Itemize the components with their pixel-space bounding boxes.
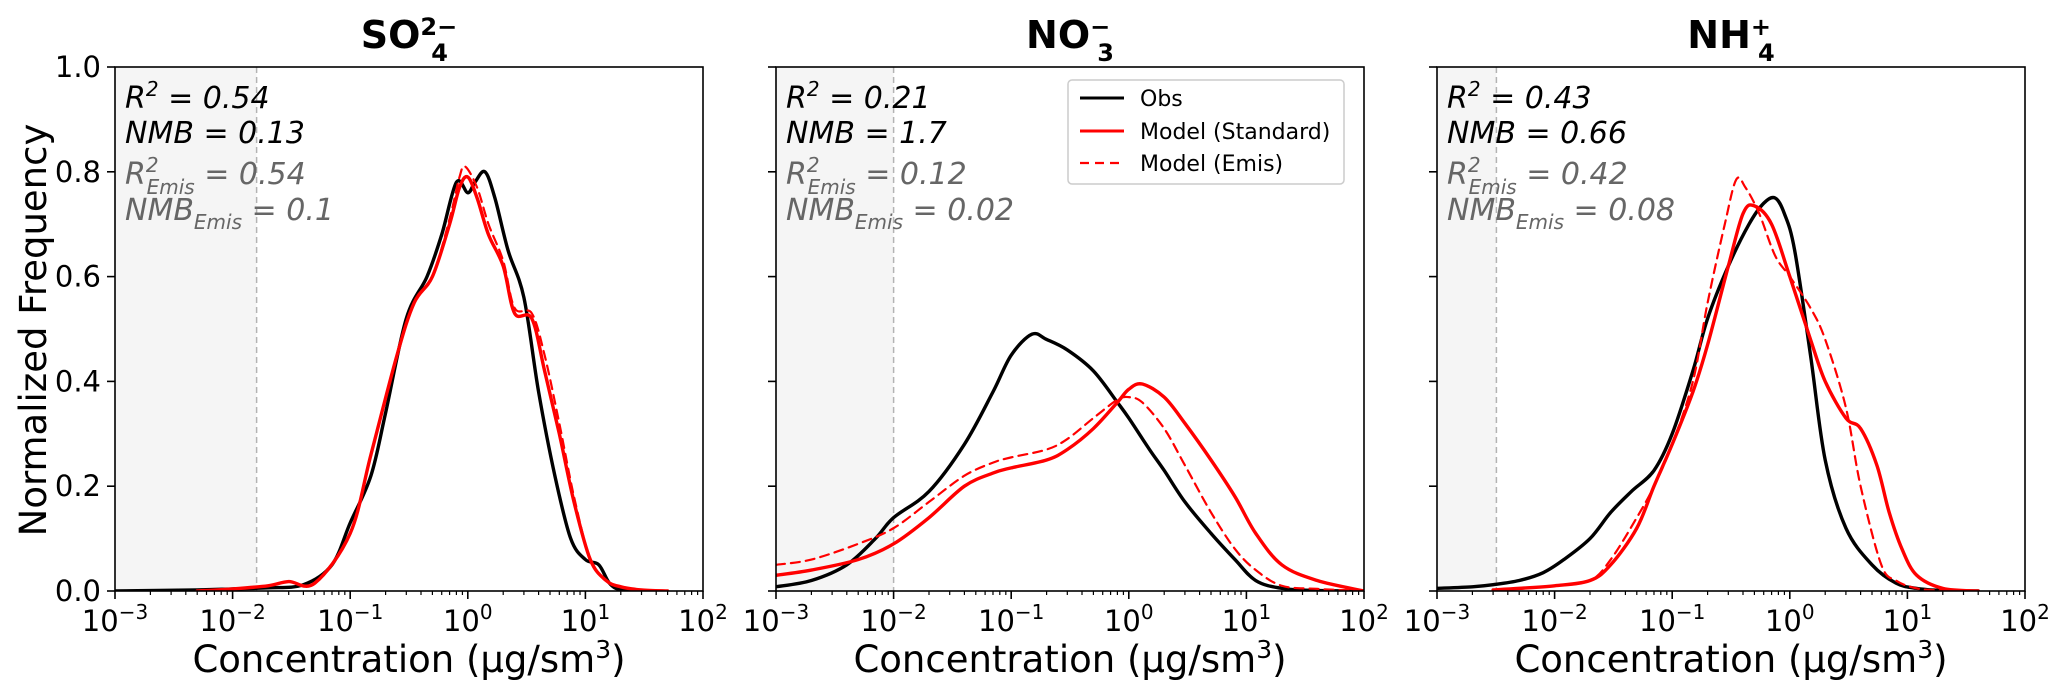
x-tick-label: 102 xyxy=(1339,600,1389,638)
stat-r2-emis: R2 Emis = 0.12 xyxy=(786,153,967,199)
legend-label-obs: Obs xyxy=(1140,87,1183,112)
x-tick-label: 100 xyxy=(1765,600,1815,638)
panel-1: 0.0 0.2 0.4 0.6 0.8 1.0 10−3 10−2 10−1 100 101 102 C… xyxy=(55,13,728,681)
panel-title: SO2− 4 xyxy=(361,13,457,67)
stat-r2: R2 = 0.21 xyxy=(786,77,931,116)
series-model-standard-line xyxy=(1491,203,1980,591)
panel-3: 10−3 10−2 10−1 100 101 102 Concentration (μg/s… xyxy=(1404,13,2050,681)
y-tick-label: 1.0 xyxy=(55,50,101,84)
series-model-standard-line xyxy=(776,382,1364,591)
x-axis-label: Concentration (μg/sm3) xyxy=(853,635,1286,681)
x-tick-label: 10−3 xyxy=(82,600,148,638)
series-obs-line xyxy=(1437,195,1980,591)
series-obs-line xyxy=(115,169,644,591)
series-obs-line xyxy=(776,331,1364,591)
stat-nmb-emis: NMBEmis = 0.02 xyxy=(786,193,1014,234)
stat-nmb: NMB = 0.13 xyxy=(125,116,305,151)
x-axis-label: Concentration (μg/sm3) xyxy=(192,635,625,681)
legend: Obs Model (Standard) Model (Emis) xyxy=(1067,79,1345,185)
stat-nmb: NMB = 1.7 xyxy=(786,116,947,151)
x-tick-label: 10−1 xyxy=(978,600,1044,638)
stat-r2: R2 = 0.54 xyxy=(125,77,270,116)
stat-r2: R2 = 0.43 xyxy=(1447,77,1592,116)
legend-label-model-emis: Model (Emis) xyxy=(1140,152,1283,177)
axes-frame xyxy=(1436,66,2026,592)
series-group xyxy=(1437,176,1980,591)
x-tick-label: 10−1 xyxy=(317,600,383,638)
stat-nmb-emis: NMBEmis = 0.08 xyxy=(1447,193,1675,234)
y-axis-label: Normalized Frequency xyxy=(12,124,55,537)
below-detection-shade xyxy=(115,67,257,591)
x-tick-label: 101 xyxy=(1883,600,1933,638)
y-tick-label: 0.6 xyxy=(55,260,101,294)
series-model-emis-line xyxy=(776,395,1364,591)
stat-r2-emis: R2 Emis = 0.42 xyxy=(1447,153,1628,199)
stat-nmb: NMB = 0.66 xyxy=(1447,116,1627,151)
series-model-emis-line xyxy=(196,165,669,591)
panel-2: 10−3 10−2 10−1 100 101 102 Concentration (μg/s… xyxy=(743,13,1389,681)
stat-r2-emis: R2 Emis = 0.54 xyxy=(125,153,306,199)
x-tick-label: 10−2 xyxy=(1521,600,1587,638)
y-tick-label: 0.4 xyxy=(55,364,101,398)
x-tick-label: 102 xyxy=(2000,600,2050,638)
series-group xyxy=(776,331,1364,591)
x-tick-label: 101 xyxy=(1222,600,1272,638)
axes-frame xyxy=(775,66,1365,592)
panels: 0.0 0.2 0.4 0.6 0.8 1.0 10−3 10−2 10−1 100 101 102 C… xyxy=(55,13,2050,681)
x-axis-label: Concentration (μg/sm3) xyxy=(1514,635,1947,681)
y-tick-label: 0.2 xyxy=(55,469,101,503)
panel-title: NO− 3 xyxy=(1026,13,1114,67)
x-tick-label: 100 xyxy=(443,600,493,638)
panel-title: NH+ 4 xyxy=(1687,13,1774,67)
series-group xyxy=(115,165,670,591)
x-tick-label: 100 xyxy=(1104,600,1154,638)
legend-frame xyxy=(1067,79,1345,185)
stat-nmb-emis: NMBEmis = 0.1 xyxy=(125,193,334,234)
x-tick-label: 10−2 xyxy=(860,600,926,638)
x-tick-label: 10−3 xyxy=(1404,600,1470,638)
series-model-standard-line xyxy=(195,174,670,591)
x-tick-label: 101 xyxy=(561,600,611,638)
axes-frame xyxy=(114,66,704,592)
legend-label-model-standard: Model (Standard) xyxy=(1140,120,1330,145)
x-tick-label: 10−2 xyxy=(199,600,265,638)
below-detection-shade xyxy=(1437,67,1497,591)
x-tick-label: 10−1 xyxy=(1639,600,1705,638)
x-tick-label: 10−3 xyxy=(743,600,809,638)
y-tick-label: 0.0 xyxy=(55,574,101,608)
x-tick-label: 102 xyxy=(678,600,728,638)
below-detection-shade xyxy=(776,67,894,591)
y-tick-label: 0.8 xyxy=(55,155,101,189)
series-model-emis-line xyxy=(1492,176,1980,591)
